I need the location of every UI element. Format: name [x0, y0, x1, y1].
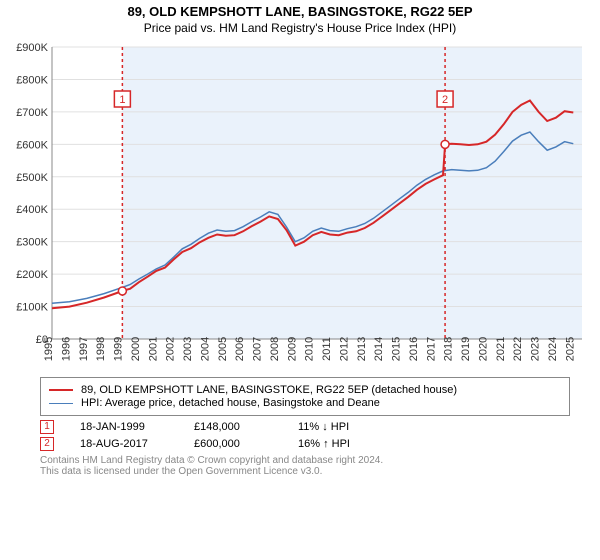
sale-delta: 11% ↓ HPI — [298, 421, 388, 433]
legend-swatch-red — [49, 389, 73, 391]
sale-date: 18-JAN-1999 — [80, 421, 168, 433]
svg-text:2017: 2017 — [425, 337, 437, 361]
svg-text:2016: 2016 — [408, 337, 420, 361]
chart-subtitle: Price paid vs. HM Land Registry's House … — [0, 21, 600, 41]
legend-row-hpi: HPI: Average price, detached house, Basi… — [49, 397, 561, 409]
sale-price: £148,000 — [194, 421, 272, 433]
sale-date: 18-AUG-2017 — [80, 438, 168, 450]
sale-delta: 16% ↑ HPI — [298, 438, 388, 450]
svg-text:2012: 2012 — [338, 337, 350, 361]
chart-title: 89, OLD KEMPSHOTT LANE, BASINGSTOKE, RG2… — [0, 0, 600, 21]
svg-text:2010: 2010 — [304, 337, 316, 361]
svg-text:2019: 2019 — [460, 337, 472, 361]
svg-text:2001: 2001 — [147, 337, 159, 361]
svg-text:2000: 2000 — [130, 337, 142, 361]
svg-text:1996: 1996 — [60, 337, 72, 361]
legend-label-hpi: HPI: Average price, detached house, Basi… — [81, 397, 380, 409]
svg-text:£900K: £900K — [16, 42, 48, 54]
svg-text:£500K: £500K — [16, 172, 48, 184]
svg-text:2003: 2003 — [182, 337, 194, 361]
svg-text:2022: 2022 — [512, 337, 524, 361]
chart-area: £0£100K£200K£300K£400K£500K£600K£700K£80… — [10, 41, 590, 371]
svg-text:£100K: £100K — [16, 302, 48, 314]
sale-marker-box: 2 — [40, 437, 54, 451]
svg-text:£600K: £600K — [16, 139, 48, 151]
svg-text:2021: 2021 — [495, 337, 507, 361]
svg-text:2023: 2023 — [530, 337, 542, 361]
sale-row: 2 18-AUG-2017 £600,000 16% ↑ HPI — [40, 437, 570, 451]
sale-row: 1 18-JAN-1999 £148,000 11% ↓ HPI — [40, 420, 570, 434]
legend-swatch-blue — [49, 403, 73, 404]
svg-text:£300K: £300K — [16, 237, 48, 249]
svg-text:2005: 2005 — [217, 337, 229, 361]
legend-row-property: 89, OLD KEMPSHOTT LANE, BASINGSTOKE, RG2… — [49, 384, 561, 396]
svg-text:1995: 1995 — [43, 337, 55, 361]
svg-text:2015: 2015 — [391, 337, 403, 361]
legend-label-property: 89, OLD KEMPSHOTT LANE, BASINGSTOKE, RG2… — [81, 384, 457, 396]
svg-text:1998: 1998 — [95, 337, 107, 361]
svg-text:2025: 2025 — [564, 337, 576, 361]
sale-price: £600,000 — [194, 438, 272, 450]
sales-table: 1 18-JAN-1999 £148,000 11% ↓ HPI 2 18-AUG-201… — [40, 420, 570, 451]
svg-text:2002: 2002 — [165, 337, 177, 361]
svg-text:2007: 2007 — [252, 337, 264, 361]
legend: 89, OLD KEMPSHOTT LANE, BASINGSTOKE, RG2… — [40, 377, 570, 416]
svg-text:2014: 2014 — [373, 337, 385, 361]
svg-text:2008: 2008 — [269, 337, 281, 361]
svg-text:1: 1 — [119, 94, 125, 106]
svg-text:2011: 2011 — [321, 337, 333, 361]
svg-text:2: 2 — [442, 94, 448, 106]
price-chart-card: 89, OLD KEMPSHOTT LANE, BASINGSTOKE, RG2… — [0, 0, 600, 560]
svg-text:2018: 2018 — [443, 337, 455, 361]
svg-text:2004: 2004 — [199, 337, 211, 361]
sale-marker-box: 1 — [40, 420, 54, 434]
svg-text:2020: 2020 — [477, 337, 489, 361]
svg-text:£800K: £800K — [16, 74, 48, 86]
footer-line-1: Contains HM Land Registry data © Crown c… — [40, 455, 570, 466]
svg-text:2009: 2009 — [286, 337, 298, 361]
footer-line-2: This data is licensed under the Open Gov… — [40, 466, 570, 477]
svg-text:£200K: £200K — [16, 269, 48, 281]
svg-text:1997: 1997 — [78, 337, 90, 361]
svg-text:£400K: £400K — [16, 204, 48, 216]
svg-text:1999: 1999 — [113, 337, 125, 361]
line-chart-svg: £0£100K£200K£300K£400K£500K£600K£700K£80… — [10, 41, 590, 371]
svg-text:2006: 2006 — [234, 337, 246, 361]
svg-text:2013: 2013 — [356, 337, 368, 361]
svg-text:£700K: £700K — [16, 107, 48, 119]
svg-text:2024: 2024 — [547, 337, 559, 361]
footer-attribution: Contains HM Land Registry data © Crown c… — [40, 455, 570, 477]
